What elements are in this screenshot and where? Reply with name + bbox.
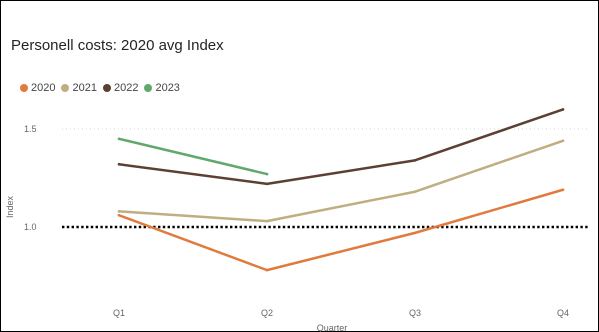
legend-marker-2022 (102, 84, 111, 92)
chart-title: Personell costs: 2020 avg Index (11, 37, 224, 54)
data-point-2022-Q2 (265, 182, 269, 186)
y-tick-label-1.5: 1.5 (24, 124, 37, 134)
data-point-2023-Q2 (265, 172, 269, 176)
data-point-2021-Q3 (413, 190, 417, 194)
legend-label-2023: 2023 (155, 82, 180, 94)
legend-item-2021[interactable]: 2021 (61, 82, 97, 94)
legend-item-2023[interactable]: 2023 (144, 82, 180, 94)
axis-layer: 1.0 1.5 Index Q1 Q2 Q3 Q4 Quarter (5, 124, 569, 332)
chart-legend: 2020 2021 2022 2023 (20, 82, 186, 94)
legend-marker-2023 (144, 84, 153, 92)
data-point-2022-Q4 (561, 108, 565, 111)
x-tick-label-Q3: Q3 (409, 308, 421, 318)
data-point-2021-Q2 (265, 219, 269, 223)
legend-label-2022: 2022 (113, 82, 139, 94)
data-point-2020-Q2 (265, 268, 269, 272)
legend-label-2021: 2021 (72, 82, 97, 94)
series-line-2020 (117, 188, 565, 272)
x-axis-title: Quarter (317, 323, 348, 332)
y-axis-title: Index (5, 195, 15, 218)
data-point-2020-Q4 (561, 188, 565, 192)
legend-label-2020: 2020 (31, 82, 56, 94)
data-point-2022-Q1 (117, 162, 121, 166)
series-layer (117, 108, 565, 272)
legend-marker-2021 (61, 84, 70, 92)
x-tick-label-Q1: Q1 (113, 308, 125, 318)
data-point-2022-Q3 (413, 159, 417, 162)
x-tick-label-Q4: Q4 (557, 308, 569, 318)
y-tick-label-1.0: 1.0 (24, 222, 37, 232)
data-point-2023-Q1 (117, 137, 121, 141)
series-line-2021 (117, 139, 565, 223)
legend-item-2020[interactable]: 2020 (20, 82, 55, 94)
x-tick-label-Q2: Q2 (261, 308, 273, 318)
data-point-2020-Q3 (413, 231, 417, 235)
legend-item-2022[interactable]: 2022 (102, 82, 139, 94)
series-line-2022 (117, 108, 565, 186)
legend-marker-2020 (20, 84, 28, 92)
data-point-2020-Q1 (117, 213, 121, 217)
data-point-2021-Q1 (117, 210, 121, 213)
data-point-2021-Q4 (561, 139, 565, 143)
series-line-2023 (117, 137, 269, 176)
